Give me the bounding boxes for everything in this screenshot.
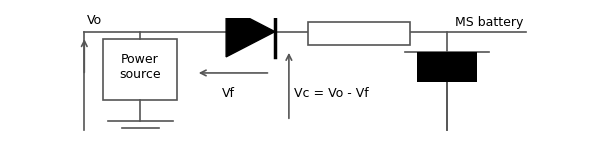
Bar	[103, 39, 178, 100]
Bar	[417, 52, 477, 82]
Polygon shape	[226, 6, 275, 57]
Text: MS battery: MS battery	[455, 16, 523, 29]
Bar	[308, 22, 410, 45]
Text: Vo: Vo	[86, 14, 102, 27]
Text: Vc = Vo - Vf: Vc = Vo - Vf	[293, 87, 368, 100]
Text: Power
source: Power source	[119, 53, 161, 81]
Text: Vf: Vf	[222, 87, 235, 100]
